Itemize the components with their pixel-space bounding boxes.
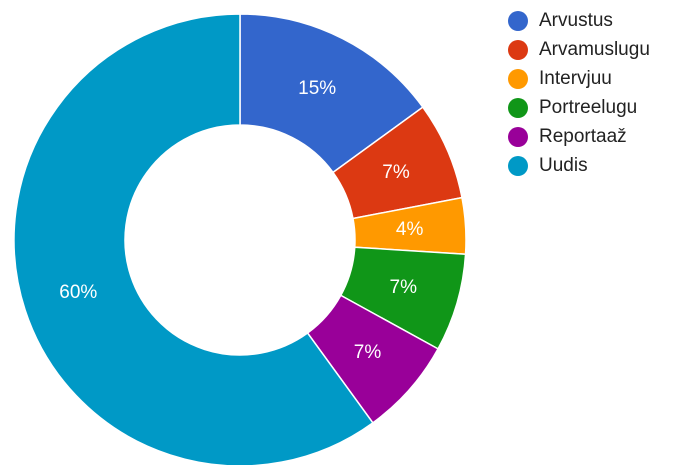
- legend-swatch-portreelugu: [508, 97, 528, 118]
- slice-labels-layer: 15% 7% 4% 7% 7% 60%: [59, 78, 423, 363]
- slice-label-arvustus: 15%: [298, 78, 336, 99]
- legend-item-reportaaz[interactable]: Reportaaž: [508, 122, 650, 151]
- slice-label-uudis: 60%: [59, 282, 97, 303]
- legend-swatch-reportaaz: [508, 126, 528, 147]
- legend-item-arvamuslugu[interactable]: Arvamuslugu: [508, 35, 650, 64]
- slice-label-portreelugu: 7%: [390, 277, 418, 298]
- legend-swatch-arvamuslugu: [508, 39, 528, 60]
- slice-label-reportaaz: 7%: [354, 342, 382, 363]
- legend-label-portreelugu: Portreelugu: [539, 96, 638, 118]
- slice-uudis[interactable]: [13, 13, 374, 465]
- legend-label-intervjuu: Intervjuu: [539, 67, 612, 89]
- legend-item-portreelugu[interactable]: Portreelugu: [508, 93, 650, 122]
- slices-layer: [13, 13, 467, 465]
- legend-label-uudis: Uudis: [539, 154, 588, 176]
- legend-label-reportaaz: Reportaaž: [539, 125, 627, 147]
- legend-swatch-uudis: [508, 155, 528, 176]
- legend-item-intervjuu[interactable]: Intervjuu: [508, 64, 650, 93]
- legend: Arvustus Arvamuslugu Intervjuu Portreelu…: [508, 6, 650, 180]
- legend-swatch-intervjuu: [508, 68, 528, 89]
- legend-item-uudis[interactable]: Uudis: [508, 151, 650, 180]
- slice-label-arvamuslugu: 7%: [382, 162, 410, 183]
- slice-arvustus[interactable]: [239, 13, 424, 174]
- slice-label-intervjuu: 4%: [396, 219, 424, 240]
- legend-label-arvamuslugu: Arvamuslugu: [539, 38, 650, 60]
- legend-label-arvustus: Arvustus: [539, 9, 613, 31]
- legend-item-arvustus[interactable]: Arvustus: [508, 6, 650, 35]
- legend-swatch-arvustus: [508, 10, 528, 31]
